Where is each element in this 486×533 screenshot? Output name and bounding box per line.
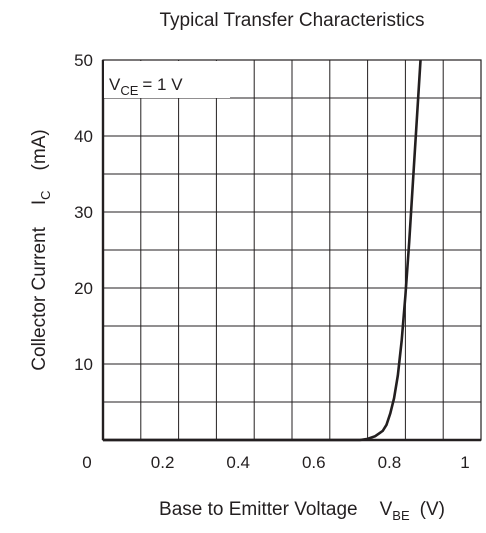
series-layer <box>103 59 422 442</box>
y-tick-label: 30 <box>74 203 93 222</box>
annotation-value: = 1 V <box>142 75 183 94</box>
x-tick-labels: 0 0.2 0.4 0.6 0.8 1 <box>82 453 469 472</box>
y-axis-label-subscript: C <box>38 190 53 199</box>
x-axis-label-subscript: BE <box>392 508 410 523</box>
chart-title: Typical Transfer Characteristics <box>159 10 424 31</box>
y-tick-label: 40 <box>74 127 93 146</box>
y-axis-label-symbol: I <box>29 200 50 205</box>
annotation-background <box>104 61 230 98</box>
x-tick-label: 0 <box>82 453 91 472</box>
x-axis-label-symbol: V <box>380 499 393 520</box>
x-axis-label-main: Base to Emitter Voltage <box>159 499 358 520</box>
y-tick-label: 20 <box>74 279 93 298</box>
y-tick-label: 10 <box>74 355 93 374</box>
x-tick-label: 0.2 <box>151 453 175 472</box>
x-tick-label: 0.6 <box>302 453 326 472</box>
annotation-subscript: CE <box>120 83 138 98</box>
y-tick-labels: 10 20 30 40 50 <box>74 51 93 374</box>
x-axis-label-unit: (V) <box>420 499 445 520</box>
y-axis-label: Collector Current IC (mA) <box>29 129 53 370</box>
y-axis-label-unit: (mA) <box>29 129 50 170</box>
y-tick-label: 50 <box>74 51 93 70</box>
annotation-symbol: V <box>109 75 121 94</box>
x-tick-label: 1 <box>460 453 469 472</box>
y-axis-label-main: Collector Current <box>29 226 50 370</box>
x-axis-label: Base to Emitter Voltage VBE (V) <box>159 499 445 523</box>
x-tick-label: 0.8 <box>378 453 402 472</box>
series-line-0 <box>103 59 422 442</box>
grid <box>103 60 481 440</box>
annotation: VCE = 1 V <box>109 75 183 98</box>
x-tick-label: 0.4 <box>226 453 250 472</box>
